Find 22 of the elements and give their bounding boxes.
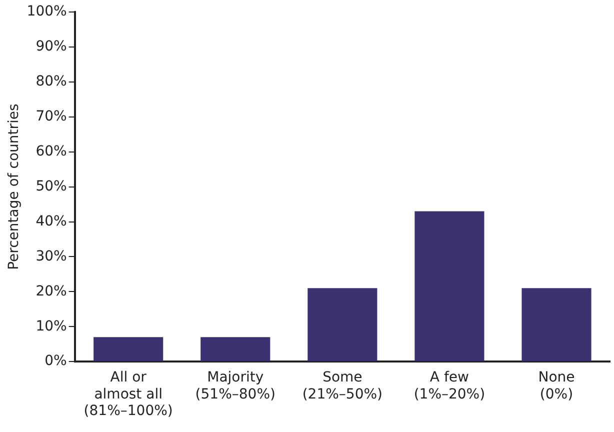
y-tick-label: 80%: [36, 74, 67, 90]
x-tick-label: A few (1%–20%): [414, 370, 486, 402]
y-tick-label: 10%: [36, 318, 67, 334]
x-tick-label: Some (21%–50%): [302, 370, 382, 402]
bar: [200, 337, 270, 362]
bar: [94, 337, 164, 362]
bar: [308, 288, 378, 362]
y-axis-title: Percentage of countries: [6, 104, 22, 270]
y-tick-label: 60%: [36, 143, 67, 160]
y-tick-label: 70%: [36, 108, 67, 125]
y-tick-label: 40%: [36, 213, 67, 230]
y-tick-label: 50%: [36, 178, 67, 194]
y-tick-label: 100%: [26, 4, 67, 20]
y-tick-label: 0%: [44, 353, 67, 370]
bar: [522, 288, 592, 362]
x-tick-label: Majority (51%–80%): [195, 370, 276, 402]
y-tick-label: 90%: [36, 38, 67, 55]
bar: [414, 211, 484, 362]
y-tick-label: 30%: [36, 248, 67, 264]
y-tick-label: 20%: [36, 283, 67, 300]
x-tick-label: All or almost all (81%–100%): [84, 370, 173, 420]
x-tick-label: None (0%): [538, 370, 575, 402]
